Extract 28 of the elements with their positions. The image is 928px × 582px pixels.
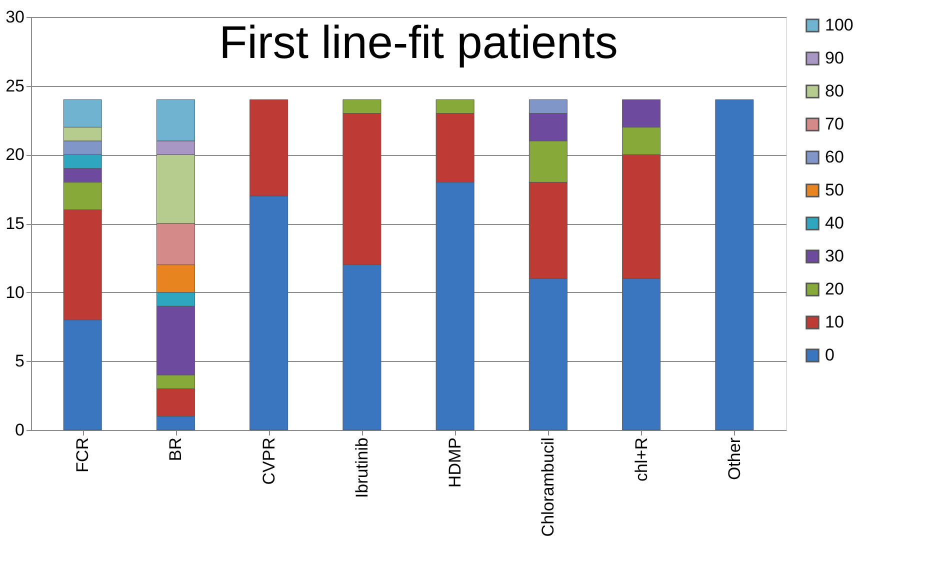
- y-tick-label: 20: [6, 145, 24, 164]
- y-tick-label: 25: [6, 76, 24, 96]
- y-tick-label: 5: [15, 352, 24, 371]
- legend-label: 30: [825, 246, 844, 266]
- legend-label: 70: [825, 114, 844, 134]
- x-tick-label: CVPR: [259, 438, 278, 485]
- legend-label: 50: [825, 180, 844, 200]
- legend-label: 10: [825, 312, 844, 332]
- legend-label: 40: [825, 214, 844, 232]
- y-tick-label: 15: [6, 214, 24, 233]
- x-tick-label: chl+R: [632, 438, 651, 482]
- x-tick-label: Chlorambucil: [538, 438, 558, 537]
- y-tick-label: 30: [6, 8, 24, 26]
- y-tick-label: 10: [6, 282, 24, 302]
- legend-label: 80: [825, 82, 844, 100]
- x-tick-label: HDMP: [446, 438, 465, 488]
- legend-label: 20: [825, 280, 844, 298]
- y-tick-label: 0: [15, 420, 24, 440]
- x-tick-label: Ibrutinib: [352, 438, 372, 498]
- legend-label: 90: [825, 48, 844, 68]
- bar: [715, 99, 754, 430]
- x-tick-label: BR: [166, 438, 186, 462]
- x-tick-label: Other: [724, 437, 744, 480]
- chart-title: First line-fit patients: [219, 16, 618, 68]
- x-tick-label: FCR: [73, 438, 92, 472]
- legend-label: 0: [825, 346, 834, 364]
- legend-label: 60: [825, 148, 844, 166]
- legend-label: 100: [825, 16, 854, 34]
